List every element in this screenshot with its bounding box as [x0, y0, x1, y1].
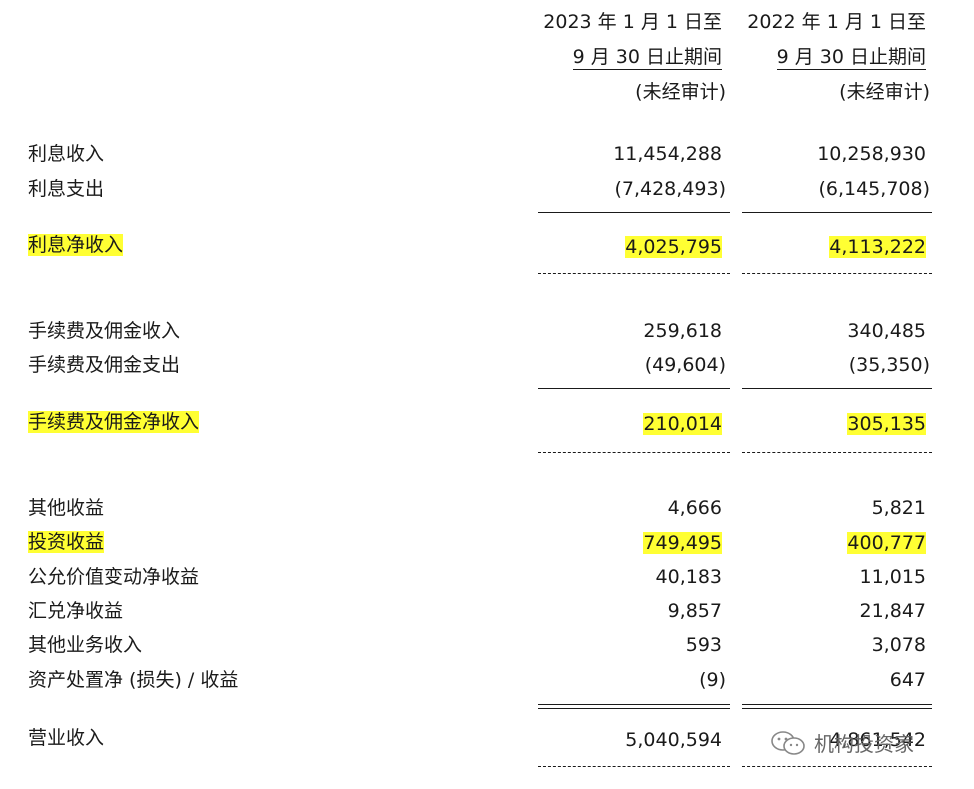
header-2022-line2: 9 月 30 日止期间	[776, 46, 926, 70]
cell-2022-other-gains: 5,821	[871, 497, 926, 519]
row-label-investment-income: 投资收益	[28, 531, 105, 553]
cell-2023-fair-value-gains: 40,183	[655, 566, 722, 588]
cell-2023-net-fee-income: 210,014	[643, 413, 722, 435]
cell-2022-asset-disposal: 647	[889, 669, 926, 691]
row-label-other-gains: 其他收益	[28, 497, 105, 519]
cell-2022-fx-gains: 21,847	[859, 600, 926, 622]
subtotal-rule	[538, 212, 730, 213]
row-label-net-interest-income: 利息净收入	[28, 234, 124, 256]
row-label-asset-disposal: 资产处置净 (损失) / 收益	[28, 669, 239, 691]
cell-2023-asset-disposal: (9)	[699, 669, 726, 691]
cell-2023-fee-income: 259,618	[643, 320, 722, 342]
cell-2022-investment-income: 400,777	[847, 532, 926, 554]
row-label-fee-expense: 手续费及佣金支出	[28, 354, 181, 376]
cell-2023-operating-revenue: 5,040,594	[625, 729, 722, 751]
cell-2023-net-interest-income: 4,025,795	[625, 236, 722, 258]
cell-2022-fee-expense: (35,350)	[848, 354, 930, 376]
row-label-other-business-income: 其他业务收入	[28, 634, 143, 656]
cell-2022-net-fee-income: 305,135	[847, 413, 926, 435]
header-2022-line1: 2022 年 1 月 1 日至	[747, 11, 926, 33]
dashed-rule	[742, 273, 932, 274]
double-rule	[742, 704, 932, 709]
cell-2022-operating-revenue: 4,861,542	[829, 729, 926, 751]
dashed-rule	[538, 452, 730, 453]
dashed-rule	[538, 766, 730, 767]
cell-2023-other-gains: 4,666	[667, 497, 722, 519]
cell-2023-fx-gains: 9,857	[667, 600, 722, 622]
cell-2023-fee-expense: (49,604)	[644, 354, 726, 376]
row-label-interest-expense: 利息支出	[28, 178, 105, 200]
row-label-fx-gains: 汇兑净收益	[28, 600, 124, 622]
cell-2023-investment-income: 749,495	[643, 532, 722, 554]
dashed-rule	[742, 452, 932, 453]
header-2023-line1: 2023 年 1 月 1 日至	[543, 11, 722, 33]
double-rule	[538, 704, 730, 709]
watermark: 机构投资家	[770, 728, 914, 757]
row-label-operating-revenue: 营业收入	[28, 727, 105, 749]
subtotal-rule	[742, 388, 932, 389]
header-2023-line2: 9 月 30 日止期间	[572, 46, 722, 70]
header-2022-line3: (未经审计)	[839, 81, 930, 103]
dashed-rule	[538, 273, 730, 274]
row-label-net-fee-income: 手续费及佣金净收入	[28, 411, 200, 433]
row-label-interest-income: 利息收入	[28, 143, 105, 165]
subtotal-rule	[538, 388, 730, 389]
row-label-fair-value-gains: 公允价值变动净收益	[28, 566, 200, 588]
subtotal-rule	[742, 212, 932, 213]
watermark-text: 机构投资家	[814, 732, 914, 756]
cell-2022-fee-income: 340,485	[847, 320, 926, 342]
dashed-rule	[742, 766, 932, 767]
header-2023-line3: (未经审计)	[635, 81, 726, 103]
cell-2022-net-interest-income: 4,113,222	[829, 236, 926, 258]
cell-2022-interest-income: 10,258,930	[817, 143, 926, 165]
cell-2023-interest-income: 11,454,288	[613, 143, 722, 165]
wechat-icon	[770, 730, 806, 756]
cell-2022-interest-expense: (6,145,708)	[818, 178, 930, 200]
cell-2022-fair-value-gains: 11,015	[859, 566, 926, 588]
row-label-fee-income: 手续费及佣金收入	[28, 320, 181, 342]
cell-2023-other-business-income: 593	[685, 634, 722, 656]
cell-2023-interest-expense: (7,428,493)	[614, 178, 726, 200]
cell-2022-other-business-income: 3,078	[871, 634, 926, 656]
